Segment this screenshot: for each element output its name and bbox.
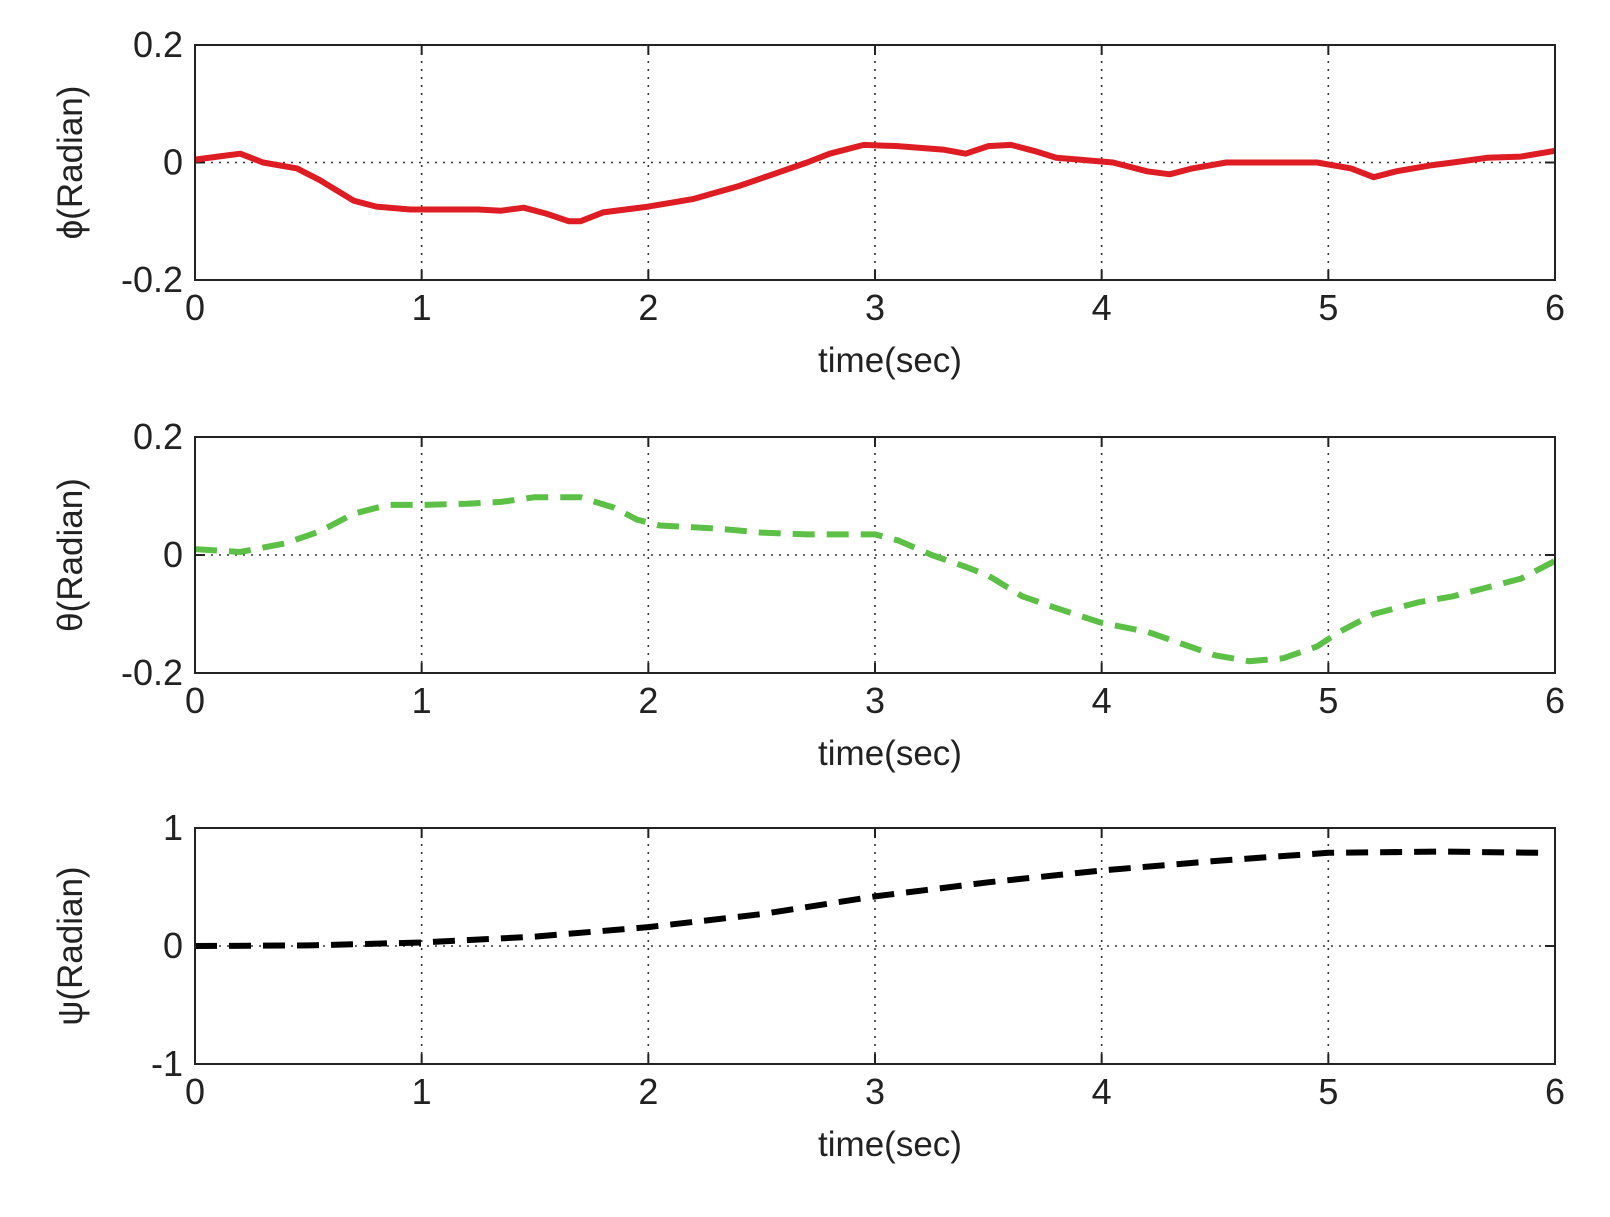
x-tick-label: 2	[638, 680, 658, 721]
y-tick-label: 0	[163, 142, 183, 183]
series-line-phi	[194, 141, 1556, 225]
y-tick-label: -0.2	[121, 652, 183, 693]
x-tick-label: 2	[638, 1071, 658, 1112]
x-tick-label: 0	[185, 1071, 205, 1112]
y-axis-label: θ(Radian)	[51, 478, 90, 632]
axes-frame	[194, 44, 1556, 281]
series-line-psi	[194, 848, 1544, 949]
axes-frame	[194, 827, 1556, 1065]
x-tick-label: 2	[638, 287, 658, 328]
x-tick-label: 3	[865, 680, 885, 721]
x-tick-label: 6	[1545, 1071, 1565, 1112]
y-tick-label: -0.2	[121, 259, 183, 300]
x-tick-label: 6	[1545, 287, 1565, 328]
y-axis-label: ϕ(Radian)	[51, 86, 90, 240]
x-axis-label: time(sec)	[818, 1125, 962, 1164]
series-line-theta	[194, 494, 1557, 665]
y-tick-label: 0	[163, 534, 183, 575]
y-tick-label: 0	[163, 925, 183, 966]
x-tick-label: 4	[1092, 287, 1112, 328]
x-tick-label: 1	[412, 287, 432, 328]
x-axis-label: time(sec)	[818, 341, 962, 380]
x-axis-label: time(sec)	[818, 734, 962, 773]
x-tick-label: 1	[412, 1071, 432, 1112]
x-tick-label: 5	[1318, 1071, 1338, 1112]
x-tick-label: 4	[1092, 680, 1112, 721]
x-tick-label: 6	[1545, 680, 1565, 721]
axes-frame	[194, 436, 1556, 674]
y-tick-label: 0.2	[133, 416, 183, 457]
x-tick-label: 4	[1092, 1071, 1112, 1112]
x-tick-label: 5	[1318, 680, 1338, 721]
x-tick-label: 0	[185, 287, 205, 328]
x-tick-label: 5	[1318, 287, 1338, 328]
y-tick-label: 0.2	[133, 24, 183, 65]
x-tick-label: 3	[865, 1071, 885, 1112]
y-tick-label: -1	[151, 1043, 183, 1084]
x-tick-label: 0	[185, 680, 205, 721]
y-axis-label: ψ(Radian)	[51, 866, 90, 1025]
y-tick-label: 1	[163, 807, 183, 848]
x-tick-label: 3	[865, 287, 885, 328]
x-tick-label: 1	[412, 680, 432, 721]
